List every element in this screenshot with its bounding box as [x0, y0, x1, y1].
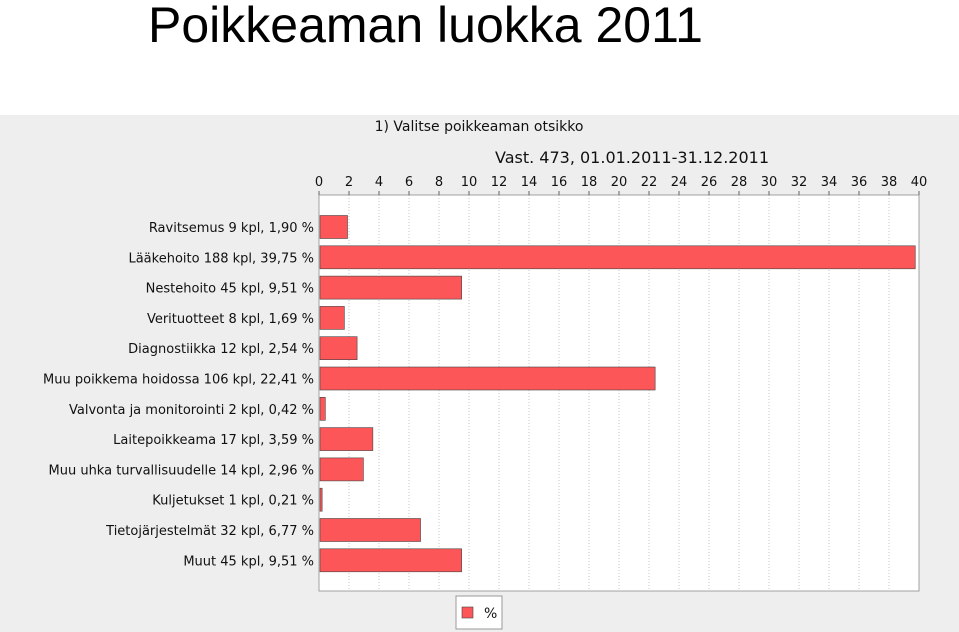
bar[interactable]	[319, 518, 421, 542]
x-tick-label: 6	[405, 175, 413, 190]
bar[interactable]	[319, 427, 374, 451]
category-label: Muut 45 kpl, 9,51 %	[183, 554, 314, 569]
x-tick-label: 12	[491, 175, 508, 190]
bar[interactable]	[319, 336, 358, 360]
x-tick-label: 4	[375, 175, 383, 190]
x-tick-label: 26	[701, 175, 718, 190]
x-tick-label: 22	[641, 175, 658, 190]
x-tick-label: 16	[551, 175, 568, 190]
bar[interactable]	[319, 306, 345, 330]
plot-layer: 0 2 4 6 8 10 12 14 16 18 20 22 24 26 28 30 32 34 36 38 40Rav…	[43, 175, 928, 592]
category-label: Muu uhka turvallisuudelle 14 kpl, 2,96 %	[49, 463, 315, 478]
x-tick-label: 36	[851, 175, 868, 190]
x-tick-label: 30	[761, 175, 778, 190]
x-tick-label: 10	[461, 175, 478, 190]
bar[interactable]	[319, 215, 348, 239]
category-label: Ravitsemus 9 kpl, 1,90 %	[149, 221, 314, 236]
x-tick-label: 0	[315, 175, 323, 190]
chart-panel: 1) Valitse poikkeaman otsikko Vast. 473,…	[0, 115, 959, 632]
category-label: Laitepoikkeama 17 kpl, 3,59 %	[113, 433, 314, 448]
bar[interactable]	[319, 366, 656, 391]
bar[interactable]	[319, 487, 323, 512]
x-tick-label: 28	[731, 175, 748, 190]
legend-label: %	[484, 606, 497, 622]
bar[interactable]	[319, 275, 462, 300]
x-tick-label: 18	[581, 175, 598, 190]
slide-title: Poikkeaman luokka 2011	[148, 0, 703, 53]
x-tick-label: 20	[611, 175, 628, 190]
bar[interactable]	[319, 245, 916, 270]
bar[interactable]	[319, 457, 364, 482]
legend: %	[455, 595, 503, 630]
x-tick-label: 32	[791, 175, 808, 190]
x-tick-label: 14	[521, 175, 538, 190]
category-label: Diagnostiikka 12 kpl, 2,54 %	[128, 342, 314, 357]
category-label: Muu poikkema hoidossa 106 kpl, 22,41 %	[43, 373, 314, 388]
x-tick-label: 40	[911, 175, 928, 190]
bar[interactable]	[319, 396, 326, 421]
chart-heading[interactable]: 1) Valitse poikkeaman otsikko	[375, 119, 584, 135]
bar-chart: 1) Valitse poikkeaman otsikko Vast. 473,…	[43, 119, 928, 630]
chart-subtitle: Vast. 473, 01.01.2011-31.12.2011	[495, 148, 769, 167]
category-label: Tietojärjestelmät 32 kpl, 6,77 %	[105, 524, 314, 539]
category-label: Lääkehoito 188 kpl, 39,75 %	[128, 251, 314, 266]
bar[interactable]	[319, 548, 462, 573]
category-label: Verituotteet 8 kpl, 1,69 %	[147, 312, 314, 327]
category-label: Nestehoito 45 kpl, 9,51 %	[146, 282, 314, 297]
category-label: Valvonta ja monitorointi 2 kpl, 0,42 %	[69, 403, 314, 418]
x-tick-label: 2	[345, 175, 353, 190]
x-tick-label: 34	[821, 175, 838, 190]
x-tick-label: 38	[881, 175, 898, 190]
x-tick-label: 8	[435, 175, 443, 190]
legend-swatch	[461, 606, 474, 619]
x-tick-label: 24	[671, 175, 688, 190]
category-label: Kuljetukset 1 kpl, 0,21 %	[152, 494, 314, 509]
